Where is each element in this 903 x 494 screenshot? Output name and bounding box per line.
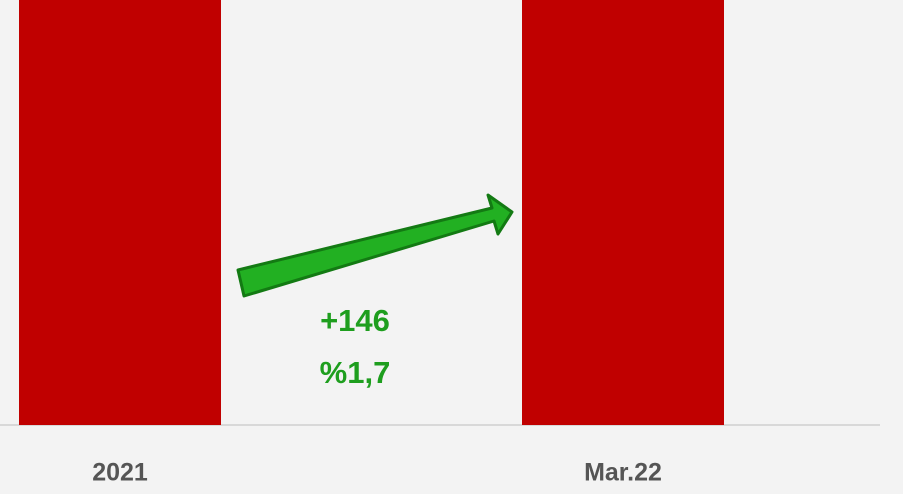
bar-segment	[522, 0, 724, 425]
annotation: %1,7	[320, 355, 391, 390]
x-tick-label: Mar.22	[584, 459, 662, 487]
annotation: +146	[320, 303, 390, 338]
trend-arrow	[236, 193, 514, 298]
x-tick-label: 2021	[92, 459, 148, 487]
bar-segment	[19, 0, 221, 425]
